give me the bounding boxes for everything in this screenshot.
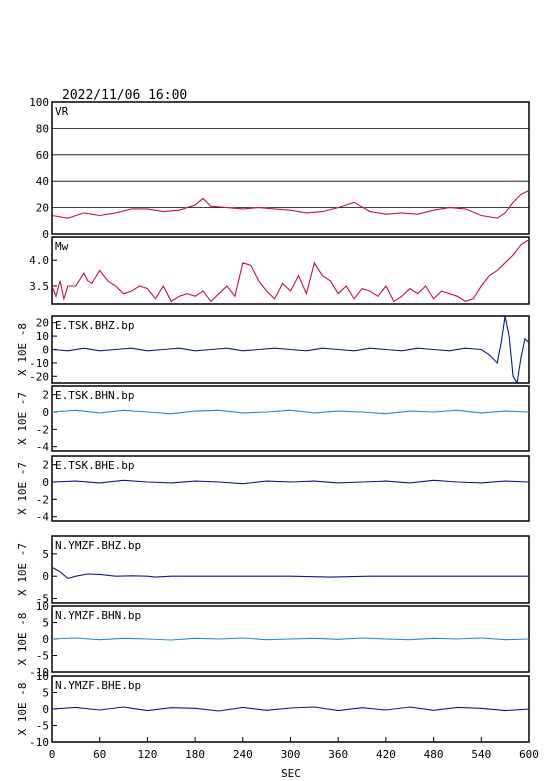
y-tick-label: 100 bbox=[29, 96, 49, 109]
y-tick-label: -5 bbox=[36, 593, 49, 606]
y-tick-label: 10 bbox=[36, 600, 49, 613]
y-axis-label: X 10E -7 bbox=[16, 392, 29, 445]
y-tick-label: -5 bbox=[36, 650, 49, 663]
header-datetime: 2022/11/06 16:00 bbox=[62, 88, 187, 103]
y-axis-label: X 10E -7 bbox=[16, 543, 29, 596]
panel-title: Mw bbox=[55, 240, 69, 253]
panel-n_ymzf_bhe: -10 -5 0 5 10 N.YMZF.BHE.bp X 10E -8 bbox=[16, 670, 530, 749]
trace-n_ymzf_bhn bbox=[51, 637, 530, 641]
y-tick-label: 5 bbox=[42, 687, 49, 700]
panel-frame bbox=[51, 535, 530, 604]
y-tick-label: 20 bbox=[36, 317, 49, 330]
panel-vr: 0 20 40 60 80 100 VR bbox=[29, 96, 530, 241]
panel-frame bbox=[51, 101, 530, 235]
y-tick-label: 0 bbox=[42, 633, 49, 646]
panel-frame bbox=[51, 455, 530, 522]
y-tick-label: 2 bbox=[42, 459, 49, 472]
x-tick-label: 0 bbox=[49, 748, 56, 761]
x-tick-label: 60 bbox=[93, 748, 106, 761]
y-tick-label: -10 bbox=[29, 357, 49, 370]
panel-title: VR bbox=[55, 105, 69, 118]
panel-title: E.TSK.BHN.bp bbox=[55, 389, 134, 402]
panel-e_tsk_bhn: -4 -2 0 2 E.TSK.BHN.bp X 10E -7 bbox=[16, 385, 530, 454]
y-tick-label: 0 bbox=[42, 476, 49, 489]
x-tick-label: 600 bbox=[519, 748, 539, 761]
trace-e_tsk_bhz bbox=[51, 315, 530, 385]
y-tick-label: -4 bbox=[36, 441, 50, 454]
y-axis-label: X 10E -8 bbox=[16, 683, 29, 736]
x-tick-label: 360 bbox=[328, 748, 348, 761]
panel-n_ymzf_bhz: -5 0 5 N.YMZF.BHZ.bp X 10E -7 bbox=[16, 535, 530, 606]
y-tick-label: 80 bbox=[36, 122, 49, 135]
y-tick-label: 3.5 bbox=[29, 280, 49, 293]
y-tick-label: 4.0 bbox=[29, 254, 49, 267]
panel-title: E.TSK.BHE.bp bbox=[55, 459, 134, 472]
y-axis-label: X 10E -7 bbox=[16, 462, 29, 515]
x-tick-label: 300 bbox=[281, 748, 301, 761]
trace-mw bbox=[51, 239, 530, 303]
x-tick-label: 180 bbox=[185, 748, 205, 761]
x-tick-label: 420 bbox=[376, 748, 396, 761]
y-tick-label: -5 bbox=[36, 720, 49, 733]
y-tick-label: 0 bbox=[42, 703, 49, 716]
panel-title: E.TSK.BHZ.bp bbox=[55, 319, 134, 332]
y-tick-label: 5 bbox=[42, 548, 49, 561]
y-tick-label: -2 bbox=[36, 493, 49, 506]
x-axis-label: SEC bbox=[281, 767, 301, 780]
y-tick-label: 60 bbox=[36, 149, 49, 162]
y-tick-label: 0 bbox=[42, 344, 49, 357]
panel-title: N.YMZF.BHZ.bp bbox=[55, 539, 141, 552]
trace-vr bbox=[51, 189, 530, 219]
y-axis-label: X 10E -8 bbox=[16, 613, 29, 666]
x-tick-label: 480 bbox=[424, 748, 444, 761]
panel-title: N.YMZF.BHN.bp bbox=[55, 609, 141, 622]
trace-n_ymzf_bhe bbox=[51, 706, 530, 712]
panel-n_ymzf_bhn: -10 -5 0 5 10 N.YMZF.BHN.bp X 10E -8 bbox=[16, 600, 530, 679]
y-tick-label: 10 bbox=[36, 330, 49, 343]
y-tick-label: 0 bbox=[42, 570, 49, 583]
x-tick-label: 540 bbox=[471, 748, 491, 761]
x-tick-label: 120 bbox=[137, 748, 157, 761]
panel-mw: 3.5 4.0 Mw bbox=[29, 236, 530, 305]
y-tick-label: -10 bbox=[29, 666, 49, 679]
x-tick-label: 240 bbox=[233, 748, 253, 761]
y-tick-label: 10 bbox=[36, 670, 49, 683]
y-tick-label: -4 bbox=[36, 511, 50, 524]
y-tick-label: 5 bbox=[42, 617, 49, 630]
y-tick-label: -20 bbox=[29, 370, 49, 383]
y-tick-label: 0 bbox=[42, 406, 49, 419]
trace-n_ymzf_bhz bbox=[51, 566, 529, 580]
panel-e_tsk_bhe: -4 -2 0 2 E.TSK.BHE.bp X 10E -7 bbox=[16, 455, 530, 524]
y-tick-label: -10 bbox=[29, 736, 49, 749]
y-tick-label: 0 bbox=[42, 228, 49, 241]
y-tick-label: 2 bbox=[42, 389, 49, 402]
y-tick-label: 40 bbox=[36, 175, 49, 188]
x-axis: 0 60 120 180 240 300 360 420 480 540 600 bbox=[49, 737, 539, 761]
y-tick-label: 20 bbox=[36, 202, 49, 215]
y-tick-label: -2 bbox=[36, 423, 49, 436]
y-axis-label: X 10E -8 bbox=[16, 323, 29, 376]
panel-title: N.YMZF.BHE.bp bbox=[55, 679, 141, 692]
trace-e_tsk_bhn bbox=[51, 409, 530, 415]
trace-e_tsk_bhe bbox=[51, 479, 530, 485]
panel-frame bbox=[51, 236, 530, 305]
panel-frame bbox=[51, 385, 530, 452]
